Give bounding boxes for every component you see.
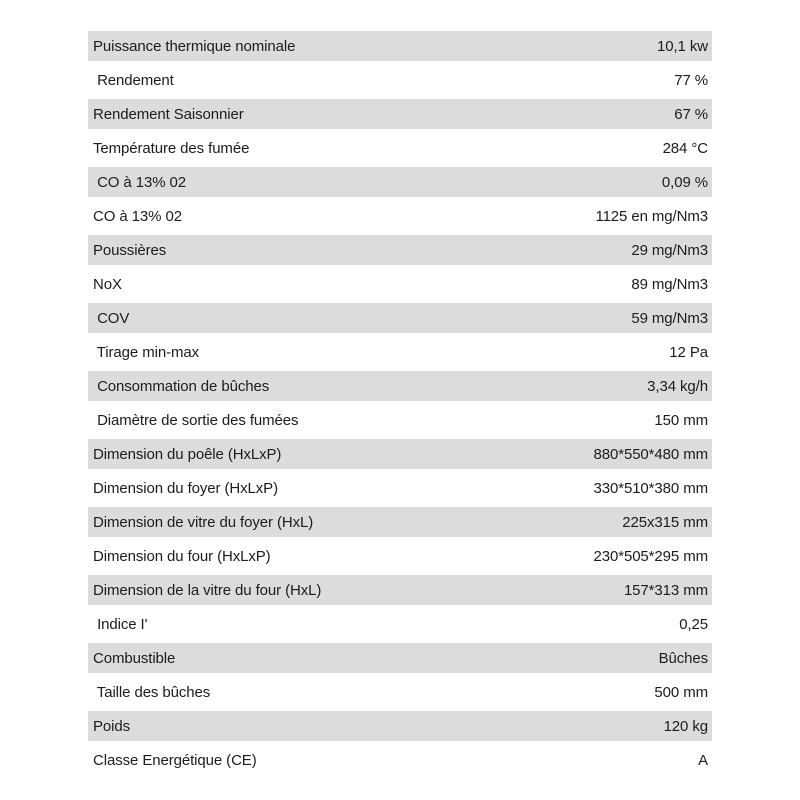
specifications-table: Puissance thermique nominale 10,1 kw Ren… [88,29,712,777]
spec-value: 0,09 % [661,173,708,191]
spec-value: 0,25 [679,615,708,633]
spec-value: 225x315 mm [622,513,708,531]
spec-value: 120 kg [663,717,709,735]
table-row: Dimension du four (HxLxP) 230*505*295 mm [88,539,712,573]
spec-label: Classe Energétique (CE) [93,751,257,769]
spec-value: 150 mm [654,411,708,429]
spec-label: Puissance thermique nominale [93,37,296,55]
spec-value: 10,1 kw [657,37,708,55]
table-row: Combustible Bûches [88,641,712,675]
spec-value: 500 mm [654,683,708,701]
spec-value: 59 mg/Nm3 [631,309,708,327]
spec-label: Consommation de bûches [93,377,270,395]
spec-value: 67 % [674,105,708,123]
spec-label: Rendement Saisonnier [93,105,244,123]
spec-value: 880*550*480 mm [593,445,708,463]
table-row: Poids 120 kg [88,709,712,743]
spec-value: 89 mg/Nm3 [631,275,708,293]
table-row: Puissance thermique nominale 10,1 kw [88,29,712,63]
spec-label: Taille des bûches [93,683,211,701]
table-row: Dimension de vitre du foyer (HxL) 225x31… [88,505,712,539]
table-row: CO à 13% 02 1125 en mg/Nm3 [88,199,712,233]
spec-value: 1125 en mg/Nm3 [595,207,708,225]
table-row: COV 59 mg/Nm3 [88,301,712,335]
spec-label: Diamètre de sortie des fumées [93,411,299,429]
spec-value: 330*510*380 mm [593,479,708,497]
spec-label: Dimension du foyer (HxLxP) [93,479,278,497]
table-row: Tirage min-max 12 Pa [88,335,712,369]
spec-label: Dimension du four (HxLxP) [93,547,271,565]
spec-value: 77 % [674,71,708,89]
table-row: Dimension de la vitre du four (HxL) 157*… [88,573,712,607]
spec-label: Rendement [93,71,174,89]
spec-label: CO à 13% 02 [93,173,187,191]
spec-label: Dimension de vitre du foyer (HxL) [93,513,314,531]
spec-label: Poids [93,717,131,735]
spec-label: Combustible [93,649,176,667]
spec-label: Dimension de la vitre du four (HxL) [93,581,322,599]
spec-value: A [698,751,708,769]
table-row: CO à 13% 02 0,09 % [88,165,712,199]
table-row: Indice I' 0,25 [88,607,712,641]
table-row: Consommation de bûches 3,34 kg/h [88,369,712,403]
spec-label: CO à 13% 02 [93,207,182,225]
spec-label: COV [93,309,130,327]
table-row: Classe Energétique (CE) A [88,743,712,777]
table-row: Rendement Saisonnier 67 % [88,97,712,131]
table-row: Poussières 29 mg/Nm3 [88,233,712,267]
table-row: Température des fumée 284 °C [88,131,712,165]
spec-label: Température des fumée [93,139,250,157]
spec-value: 29 mg/Nm3 [631,241,708,259]
spec-value: 157*313 mm [623,581,708,599]
spec-label: Indice I' [93,615,148,633]
spec-value: 12 Pa [669,343,708,361]
table-row: NoX 89 mg/Nm3 [88,267,712,301]
table-row: Taille des bûches 500 mm [88,675,712,709]
table-row: Dimension du foyer (HxLxP) 330*510*380 m… [88,471,712,505]
table-row: Diamètre de sortie des fumées 150 mm [88,403,712,437]
table-row: Dimension du poêle (HxLxP) 880*550*480 m… [88,437,712,471]
table-row: Rendement 77 % [88,63,712,97]
spec-value: Bûches [658,649,709,667]
spec-label: Dimension du poêle (HxLxP) [93,445,282,463]
spec-label: NoX [93,275,122,293]
spec-value: 3,34 kg/h [647,377,708,395]
spec-value: 284 °C [662,139,709,157]
spec-label: Tirage min-max [93,343,200,361]
spec-value: 230*505*295 mm [593,547,708,565]
spec-label: Poussières [93,241,167,259]
